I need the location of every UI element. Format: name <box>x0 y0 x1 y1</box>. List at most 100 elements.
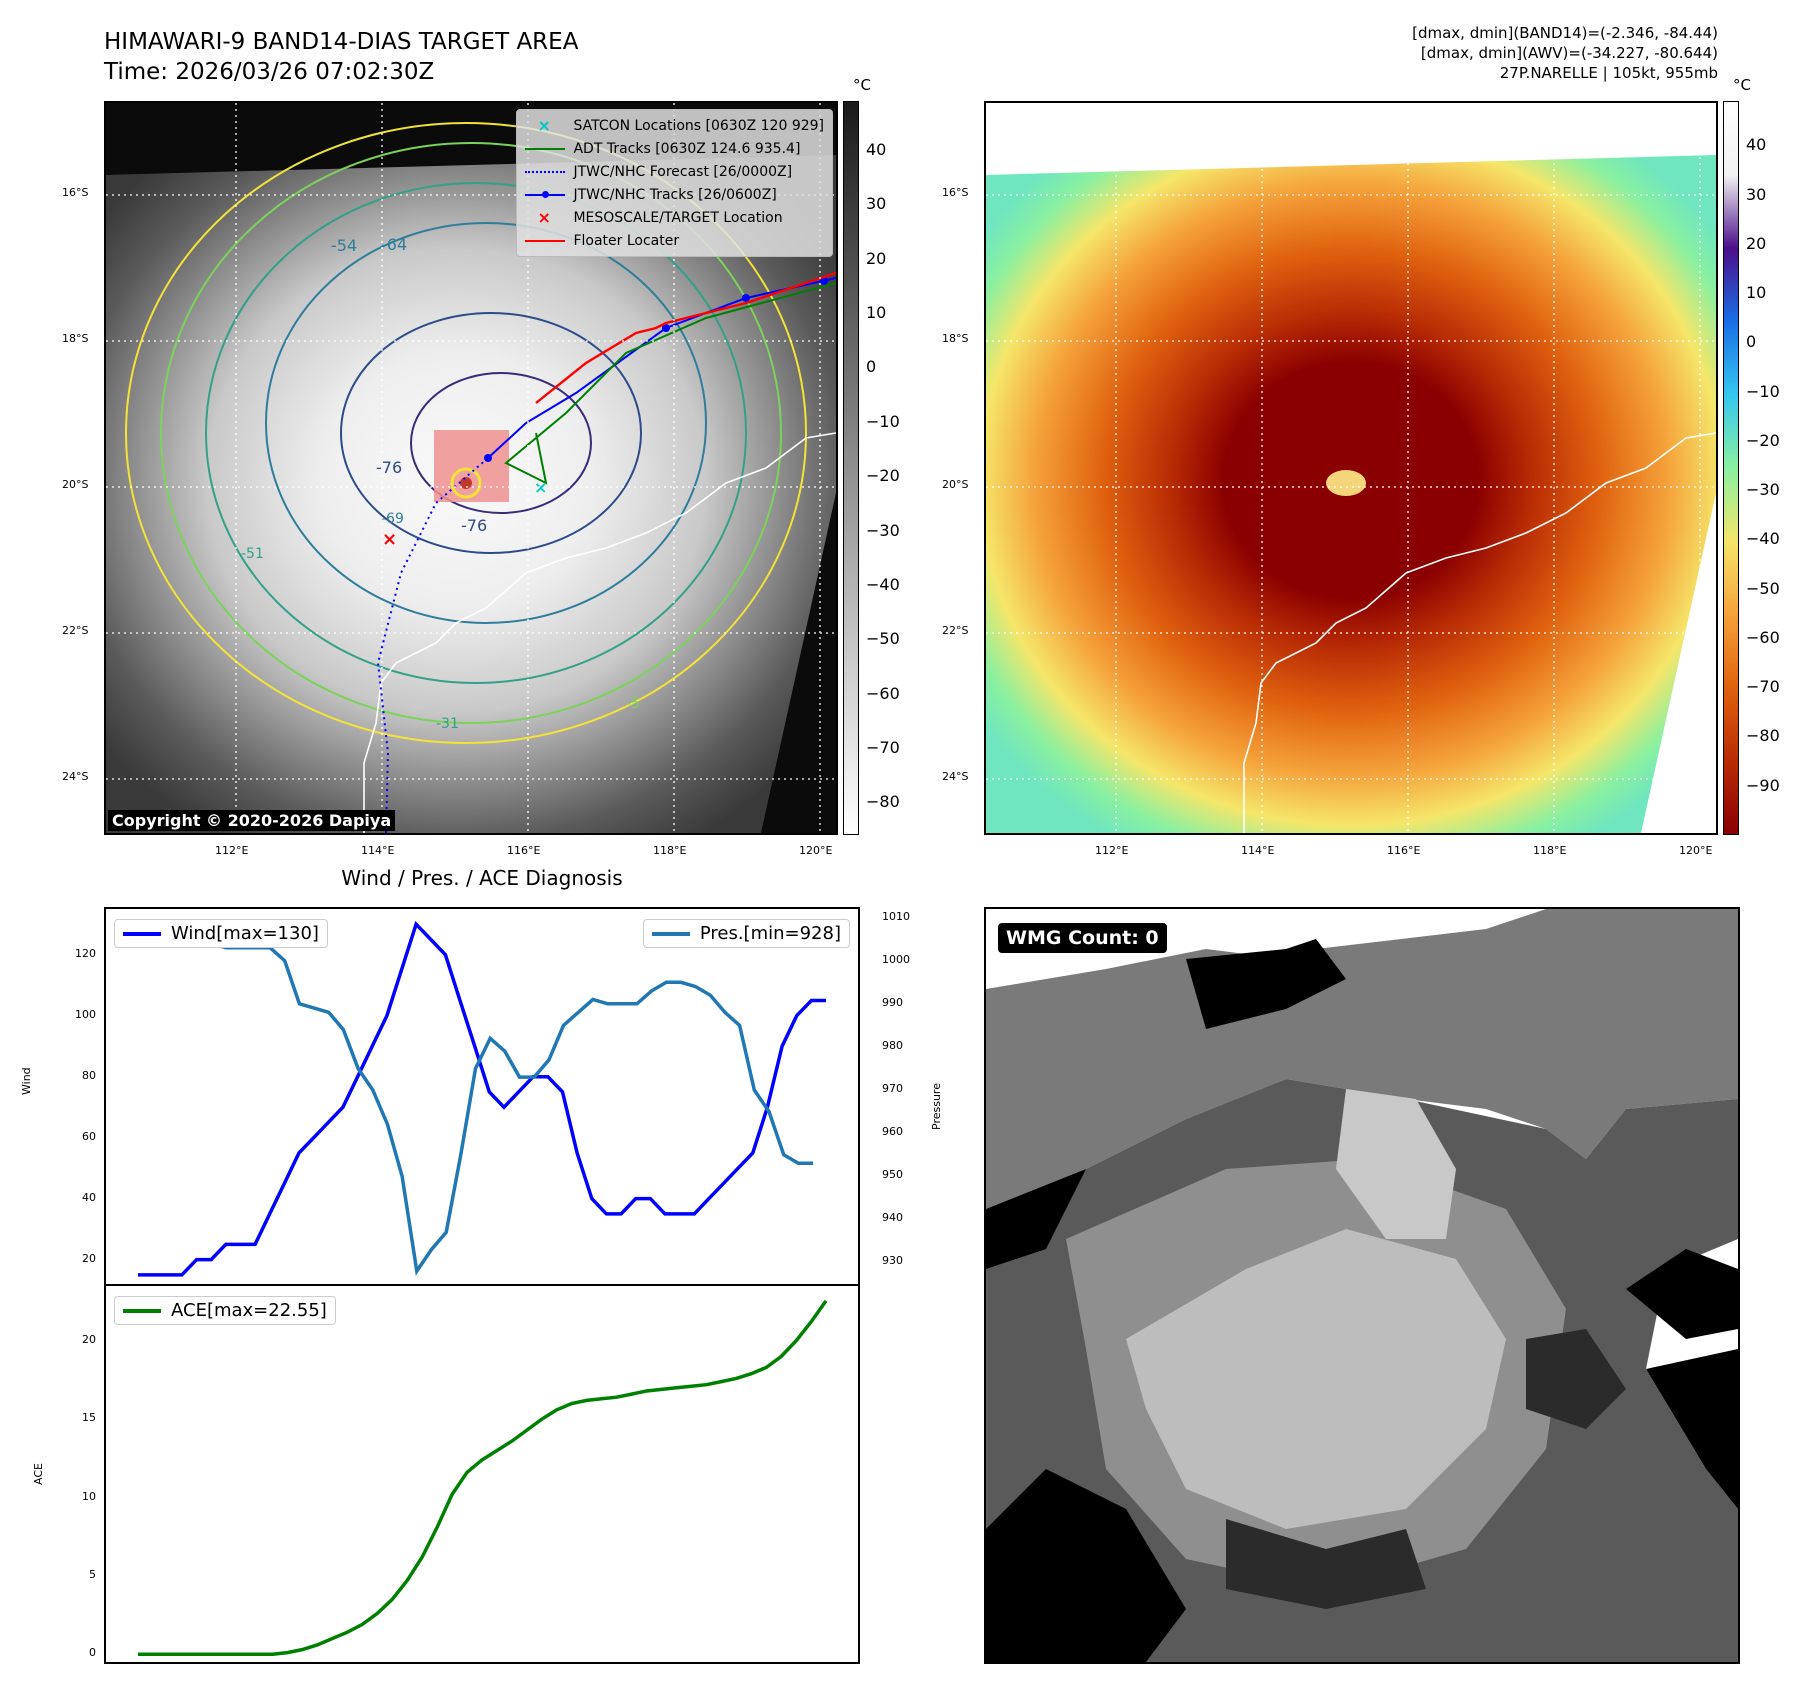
contour-teal <box>205 182 747 684</box>
satcon-marker: × <box>534 478 547 497</box>
ace-panel: ACE[max=22.55] <box>104 1284 860 1664</box>
pressure-tick: 980 <box>882 1038 903 1052</box>
ir-colorbar-tick: 0 <box>866 357 877 377</box>
awv-lat-tick: 16°S <box>942 186 969 199</box>
wind-legend: Wind[max=130] <box>114 919 328 948</box>
ir-colorbar-unit: °C <box>853 76 871 94</box>
ir-colorbar-tick: −60 <box>866 683 900 703</box>
contour-label: -51 <box>241 546 264 562</box>
ace-axis-label: ACE <box>32 1463 45 1485</box>
wind-legend-line <box>123 931 161 936</box>
awv-gridlines <box>986 103 1716 833</box>
wmg-count-badge: WMG Count: 0 <box>998 923 1167 953</box>
ir-contours <box>125 122 807 744</box>
ir-colorbar-tick: −70 <box>866 738 900 757</box>
ir-colorbar-tick: 30 <box>866 194 887 214</box>
contour-indigo <box>340 312 642 554</box>
ace-tick: 10 <box>82 1489 96 1503</box>
ir-colorbar-tick: −80 <box>866 792 900 812</box>
target-box <box>434 430 509 502</box>
awv-colorbar <box>1723 101 1739 835</box>
ir-map-svg: × × -54 -64 -76 -76 -69 -51 -31 -5 <box>106 103 836 833</box>
awv-lat-tick: 20°S <box>942 478 969 491</box>
ir-colorbar-tick: 20 <box>866 248 887 268</box>
contour-label: -76 <box>461 516 487 535</box>
awv-colorbar-tick: −90 <box>1746 775 1780 795</box>
legend-item-forecast: JTWC/NHC Forecast [26/0000Z] <box>525 160 824 183</box>
ace-tick: 5 <box>89 1567 96 1581</box>
wind-tick: 40 <box>82 1190 96 1204</box>
awv-lon-tick: 112°E <box>1095 844 1129 857</box>
ir-lon-tick: 116°E <box>507 844 541 857</box>
pressure-legend: Pres.[min=928] <box>642 919 850 948</box>
title-line-1: HIMAWARI-9 BAND14-DIAS TARGET AREA <box>104 29 579 55</box>
awv-eye <box>1326 470 1366 496</box>
pressure-line <box>138 924 813 1276</box>
satcon-x-icon: × <box>537 115 551 135</box>
ir-colorbar-tick: −40 <box>866 574 900 594</box>
contour-label: -76 <box>376 458 402 477</box>
forecast-dotted-icon <box>525 165 566 179</box>
forecast-track <box>376 457 489 833</box>
contour-label: -54 <box>331 236 357 255</box>
awv-lon-tick: 120°E <box>1679 844 1713 857</box>
awv-lon-tick: 114°E <box>1241 844 1275 857</box>
ace-line <box>138 1299 828 1656</box>
awv-lat-tick: 22°S <box>942 624 969 637</box>
awv-lat-tick: 24°S <box>942 770 969 783</box>
wind-tick: 120 <box>75 946 96 960</box>
info-block: [dmax, dmin](BAND14)=(-2.346, -84.44) [d… <box>1412 23 1718 83</box>
legend-item-floater: Floater Locater <box>525 229 824 252</box>
ir-colorbar-tick: 40 <box>866 139 887 159</box>
ir-lat-tick: 20°S <box>62 478 89 491</box>
wind-tick: 100 <box>75 1007 96 1021</box>
pressure-tick: 960 <box>882 1125 903 1139</box>
contour-label: -69 <box>381 511 404 527</box>
ace-svg <box>138 1299 828 1656</box>
pressure-tick: 1010 <box>882 909 910 923</box>
floater-line-icon <box>525 234 566 248</box>
ir-colorbar-tick: −20 <box>866 466 900 486</box>
ir-lon-tick: 114°E <box>361 844 395 857</box>
title-line-2: Time: 2026/03/26 07:02:30Z <box>104 59 435 85</box>
awv-lon-tick: 118°E <box>1533 844 1567 857</box>
adt-track <box>504 282 836 485</box>
contour-label: -64 <box>381 235 407 254</box>
ir-lon-tick: 118°E <box>653 844 687 857</box>
wmg-panel: WMG Count: 0 <box>984 907 1740 1664</box>
contour-yellow <box>125 122 807 744</box>
pressure-tick: 930 <box>882 1254 903 1268</box>
wind-tick: 60 <box>82 1129 96 1143</box>
jtwc-point <box>662 324 670 332</box>
pressure-tick: 940 <box>882 1211 903 1225</box>
coastline <box>363 432 836 833</box>
jtwc-point <box>820 277 828 285</box>
awv-colorbar-tick: 20 <box>1746 233 1767 253</box>
awv-colorbar-tick: 0 <box>1746 332 1757 352</box>
adt-line-icon <box>525 142 566 156</box>
awv-colorbar-tick: 30 <box>1746 184 1767 204</box>
contour-purple <box>410 372 592 514</box>
ir-map-panel: × × -54 -64 -76 -76 -69 -51 -31 -5 × SAT… <box>104 101 838 835</box>
ir-lat-tick: 16°S <box>62 186 89 199</box>
floater-track <box>535 271 836 404</box>
awv-colorbar-tick: −20 <box>1746 430 1780 450</box>
pressure-legend-line <box>651 931 690 936</box>
contour-green <box>160 142 782 724</box>
awv-colorbar-tick: −10 <box>1746 381 1780 401</box>
awv-coastline <box>1243 432 1716 833</box>
awv-lat-tick: 18°S <box>942 332 969 345</box>
awv-colorbar-tick: −40 <box>1746 529 1780 549</box>
legend-item-jtwc: JTWC/NHC Tracks [26/0600Z] <box>525 183 824 206</box>
ir-colorbar-tick: 10 <box>866 303 887 323</box>
info-line-3: 27P.NARELLE | 105kt, 955mb <box>1499 64 1718 82</box>
jtwc-track <box>487 277 836 459</box>
awv-colorbar-tick: 10 <box>1746 283 1767 303</box>
eye-ring <box>450 467 482 499</box>
legend-item-satcon: × SATCON Locations [0630Z 120 929] <box>525 114 824 137</box>
info-line-2: [dmax, dmin](AWV)=(-34.227, -80.644) <box>1420 44 1718 62</box>
ir-lon-tick: 112°E <box>215 844 249 857</box>
contour-blue <box>265 222 707 624</box>
track-legend: × SATCON Locations [0630Z 120 929] ADT T… <box>516 109 833 257</box>
awv-map-panel <box>984 101 1718 835</box>
